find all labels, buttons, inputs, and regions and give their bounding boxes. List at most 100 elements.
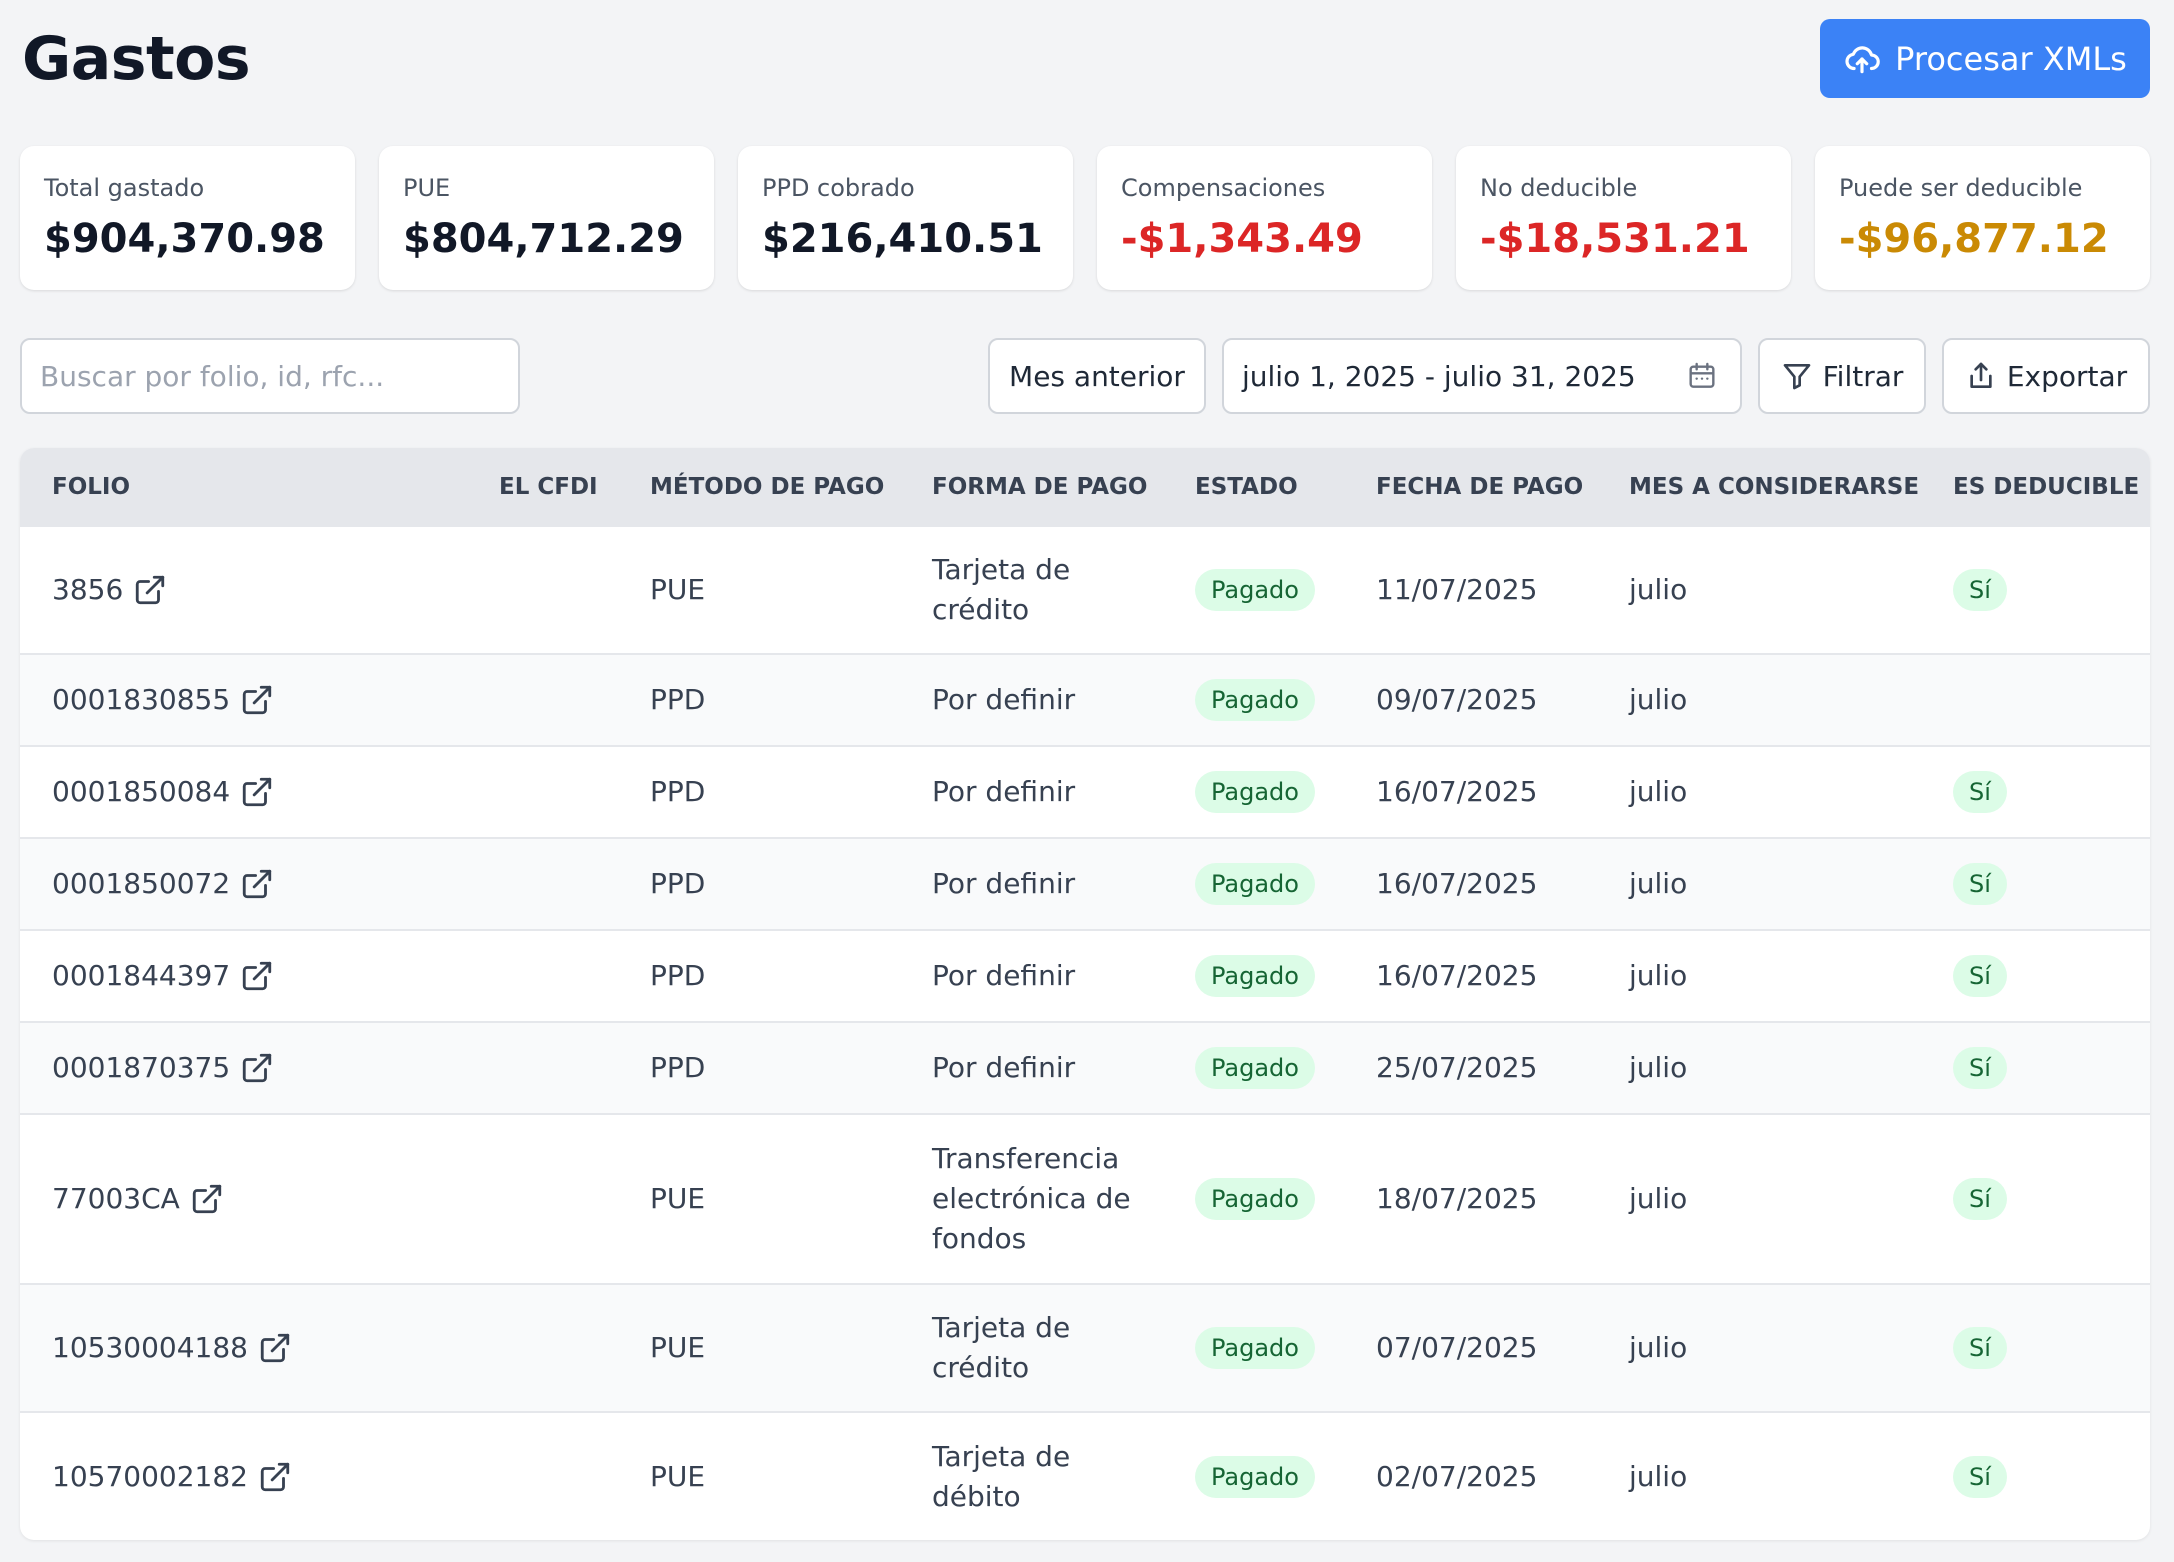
external-link-icon[interactable]	[240, 683, 274, 717]
cell-forma-pago: Por definir	[932, 959, 1076, 992]
stat-label: No deducible	[1480, 174, 1638, 202]
column-header-cfdi[interactable]: EL CFDI	[499, 473, 598, 500]
deducible-badge: Sí	[1953, 863, 2007, 905]
stat-label: Puede ser deducible	[1839, 174, 2083, 202]
cell-fecha-pago: 16/07/2025	[1376, 959, 1538, 992]
page-title: Gastos	[22, 24, 251, 94]
column-header-es-deducible[interactable]: ES DEDUCIBLE	[1953, 473, 2140, 500]
cell-mes-considerarse: julio	[1629, 1331, 1688, 1364]
column-header-estado[interactable]: ESTADO	[1195, 473, 1298, 500]
external-link-icon[interactable]	[240, 959, 274, 993]
cell-cfdi	[467, 1114, 618, 1284]
stats-row: Total gastado $904,370.98 PUE $804,712.2…	[20, 146, 2150, 290]
folio-link[interactable]: 0001844397	[52, 956, 274, 996]
cloud-upload-icon	[1845, 45, 1880, 73]
column-header-folio[interactable]: FOLIO	[52, 473, 131, 500]
table-row[interactable]: 0001870375 PPD Por definir Pagado 25/07/…	[20, 1022, 2150, 1114]
external-link-icon[interactable]	[190, 1182, 224, 1216]
cell-metodo-pago: PUE	[650, 573, 706, 606]
external-link-icon[interactable]	[258, 1331, 292, 1365]
stat-card-ppd-cobrado: PPD cobrado $216,410.51	[738, 146, 1073, 290]
share-upload-icon	[1970, 362, 1992, 388]
filter-icon	[1783, 364, 1810, 390]
cell-cfdi	[467, 1284, 618, 1412]
folio-value: 0001830855	[52, 683, 231, 716]
external-link-icon[interactable]	[240, 1051, 274, 1085]
status-badge: Pagado	[1195, 1455, 1315, 1498]
cell-estado: Pagado	[1163, 526, 1344, 654]
deducible-badge: Sí	[1953, 1455, 2007, 1498]
folio-link[interactable]: 3856	[52, 570, 167, 610]
cell-folio: 0001850084	[20, 746, 467, 838]
cell-fecha-pago: 07/07/2025	[1376, 1331, 1538, 1364]
column-header-fecha-pago[interactable]: FECHA DE PAGO	[1376, 473, 1584, 500]
export-button[interactable]: Exportar	[1942, 338, 2150, 414]
cell-estado: Pagado	[1163, 1114, 1344, 1284]
stat-value: $804,712.29	[403, 216, 684, 262]
folio-link[interactable]: 77003CA	[52, 1179, 224, 1219]
stat-value: -$96,877.12	[1839, 216, 2109, 262]
folio-value: 10530004188	[52, 1331, 248, 1364]
previous-month-button[interactable]: Mes anterior	[988, 338, 1206, 414]
cell-metodo-pago: PUE	[650, 1331, 706, 1364]
deducible-badge: Sí	[1953, 771, 2007, 813]
folio-link[interactable]: 10530004188	[52, 1328, 292, 1368]
cell-estado: Pagado	[1163, 1412, 1344, 1540]
folio-link[interactable]: 0001870375	[52, 1048, 274, 1088]
column-header-mes-considerarse[interactable]: MES A CONSIDERARSE	[1629, 473, 1920, 500]
folio-value: 10570002182	[52, 1459, 248, 1493]
folio-link[interactable]: 10570002182	[52, 1457, 292, 1497]
cell-mes-considerarse: julio	[1629, 1459, 1688, 1493]
calendar-icon	[1689, 362, 1715, 388]
cell-mes-considerarse: julio	[1629, 1182, 1688, 1215]
table-row[interactable]: 0001844397 PPD Por definir Pagado 16/07/…	[20, 930, 2150, 1022]
deducible-badge: Sí	[1953, 955, 2007, 997]
status-badge: Pagado	[1195, 771, 1315, 813]
external-link-icon[interactable]	[133, 573, 167, 607]
cell-es-deducible: Sí	[1921, 1022, 2150, 1114]
cell-metodo-pago: PPD	[650, 959, 706, 992]
export-label: Exportar	[2006, 359, 2128, 393]
table-row[interactable]: 3856 PUE Tarjeta de crédito Pagado 11/07…	[20, 526, 2150, 654]
table-row[interactable]: 0001850072 PPD Por definir Pagado 16/07/…	[20, 838, 2150, 930]
filter-button[interactable]: Filtrar	[1758, 338, 1926, 414]
cell-cfdi	[467, 838, 618, 930]
table-row[interactable]: 77003CA PUE Transferencia electrónica de…	[20, 1114, 2150, 1284]
stat-label: PPD cobrado	[762, 174, 915, 202]
external-link-icon[interactable]	[258, 1460, 292, 1494]
cell-fecha-pago: 16/07/2025	[1376, 867, 1538, 900]
date-range-picker[interactable]: julio 1, 2025 - julio 31, 2025	[1222, 338, 1742, 414]
external-link-icon[interactable]	[240, 775, 274, 809]
cell-mes-considerarse: julio	[1629, 1051, 1688, 1084]
gastos-page: Gastos Procesar XMLs Total gastado $904,…	[20, 0, 2150, 1540]
cell-es-deducible: Sí	[1921, 838, 2150, 930]
table: FOLIO EL CFDI MÉTODO DE PAGO FORMA DE PA…	[20, 448, 2150, 1540]
cell-forma-pago: Por definir	[932, 683, 1076, 716]
column-header-metodo-pago[interactable]: MÉTODO DE PAGO	[650, 473, 885, 500]
cell-forma-pago: Tarjeta de crédito	[932, 1311, 1071, 1384]
folio-link[interactable]: 0001850072	[52, 864, 274, 904]
table-row[interactable]: 0001830855 PPD Por definir Pagado 09/07/…	[20, 654, 2150, 746]
status-badge: Pagado	[1195, 863, 1315, 905]
cell-mes-considerarse: julio	[1629, 683, 1688, 716]
cell-estado: Pagado	[1163, 654, 1344, 746]
search-input[interactable]	[20, 338, 520, 414]
folio-link[interactable]: 0001850084	[52, 772, 274, 812]
folio-value: 0001850072	[52, 867, 231, 900]
column-header-forma-pago[interactable]: FORMA DE PAGO	[932, 473, 1148, 500]
gastos-table: FOLIO EL CFDI MÉTODO DE PAGO FORMA DE PA…	[20, 448, 2150, 1540]
cell-forma-pago: Por definir	[932, 775, 1076, 808]
process-xmls-button[interactable]: Procesar XMLs	[1820, 19, 2150, 98]
cell-forma-pago: Por definir	[932, 1051, 1076, 1084]
table-row[interactable]: 10570002182 PUE Tarjeta de débito Pagado…	[20, 1412, 2150, 1540]
cell-fecha-pago: 18/07/2025	[1376, 1182, 1538, 1215]
cell-metodo-pago: PUE	[650, 1459, 706, 1493]
cell-cfdi	[467, 526, 618, 654]
cell-metodo-pago: PPD	[650, 1051, 706, 1084]
folio-link[interactable]: 0001830855	[52, 680, 274, 720]
stat-label: Compensaciones	[1121, 174, 1326, 202]
table-row[interactable]: 0001850084 PPD Por definir Pagado 16/07/…	[20, 746, 2150, 838]
table-row[interactable]: 10530004188 PUE Tarjeta de crédito Pagad…	[20, 1284, 2150, 1412]
external-link-icon[interactable]	[240, 867, 274, 901]
cell-folio: 0001850072	[20, 838, 467, 930]
